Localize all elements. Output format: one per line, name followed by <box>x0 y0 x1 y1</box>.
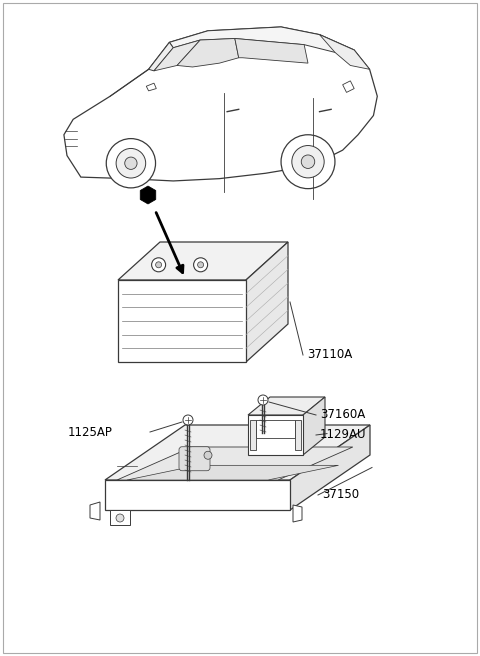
FancyBboxPatch shape <box>250 420 256 450</box>
Polygon shape <box>343 81 354 92</box>
Polygon shape <box>105 425 370 480</box>
Polygon shape <box>246 242 288 362</box>
Polygon shape <box>154 40 200 71</box>
Circle shape <box>193 258 207 272</box>
Circle shape <box>116 514 124 522</box>
Polygon shape <box>290 425 370 510</box>
Polygon shape <box>127 465 338 480</box>
Polygon shape <box>293 505 302 522</box>
Polygon shape <box>177 39 239 67</box>
Text: 37110A: 37110A <box>307 348 352 361</box>
Circle shape <box>292 146 324 178</box>
Circle shape <box>125 157 137 169</box>
Polygon shape <box>110 510 130 525</box>
Circle shape <box>156 262 162 268</box>
Circle shape <box>301 155 315 169</box>
Polygon shape <box>169 27 354 52</box>
Polygon shape <box>90 502 100 520</box>
Polygon shape <box>149 43 173 71</box>
FancyBboxPatch shape <box>179 447 210 471</box>
Polygon shape <box>118 242 288 280</box>
Polygon shape <box>248 397 325 415</box>
Polygon shape <box>140 186 156 204</box>
Circle shape <box>198 262 204 268</box>
Text: 37150: 37150 <box>322 489 359 501</box>
Polygon shape <box>118 280 246 362</box>
Polygon shape <box>117 447 353 480</box>
Circle shape <box>204 451 212 459</box>
Circle shape <box>106 138 156 188</box>
Text: 1125AP: 1125AP <box>68 426 113 438</box>
Polygon shape <box>64 27 377 181</box>
Polygon shape <box>105 480 290 510</box>
Polygon shape <box>248 415 303 455</box>
Polygon shape <box>235 39 308 63</box>
Circle shape <box>116 148 146 178</box>
FancyBboxPatch shape <box>295 420 301 450</box>
Circle shape <box>183 415 193 425</box>
FancyBboxPatch shape <box>256 420 295 438</box>
Circle shape <box>281 134 335 189</box>
Circle shape <box>258 395 268 405</box>
Circle shape <box>152 258 166 272</box>
Text: 37160A: 37160A <box>320 409 365 422</box>
Polygon shape <box>146 83 156 91</box>
Polygon shape <box>303 397 325 455</box>
Polygon shape <box>320 35 370 70</box>
Text: 1129AU: 1129AU <box>320 428 367 441</box>
